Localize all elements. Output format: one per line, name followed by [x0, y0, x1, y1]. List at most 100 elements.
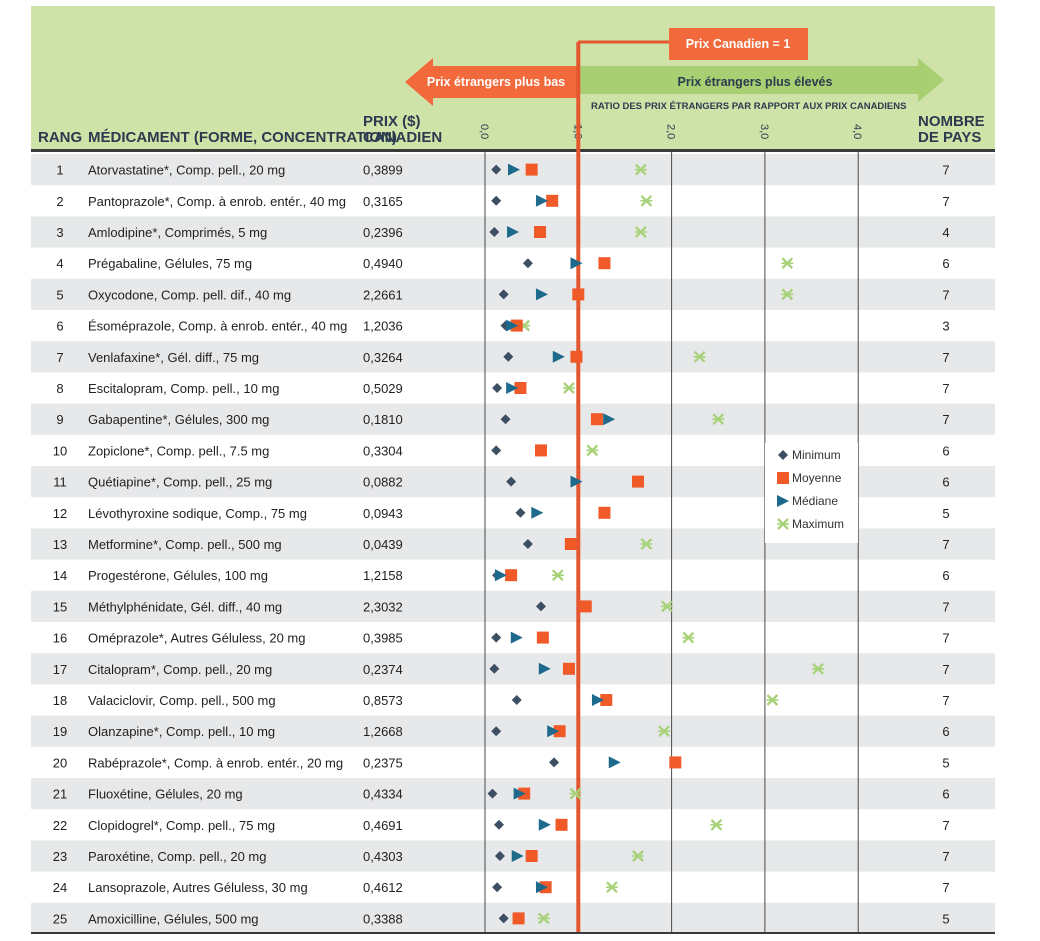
cell-rang: 17	[53, 662, 67, 677]
mark-moyenne	[564, 538, 577, 550]
cell-pays: 6	[942, 787, 949, 802]
mark-minimum	[492, 383, 503, 393]
mark-mediane	[608, 756, 621, 769]
cell-rang: 15	[53, 599, 67, 614]
cell-rang: 2	[56, 194, 63, 209]
cell-medicament: Amoxicilline, Gélules, 500 mg	[88, 911, 259, 926]
cell-medicament: Escitalopram, Comp. pell., 10 mg	[88, 381, 279, 396]
mark-moyenne	[525, 850, 538, 862]
mark-maximum	[634, 226, 647, 238]
cell-rang: 11	[53, 475, 67, 490]
mark-mediane	[507, 226, 520, 238]
legend-minimum-label: Minimum	[792, 448, 841, 462]
row-shading	[31, 278, 995, 310]
mark-mediane	[538, 818, 551, 831]
cell-medicament: Amlodipine*, Comprimés, 5 mg	[88, 225, 267, 240]
cell-rang: 4	[56, 256, 63, 271]
row-shading	[31, 653, 995, 685]
cell-medicament: Olanzapine*, Comp. pell., 10 mg	[88, 724, 275, 739]
row-shading	[31, 778, 995, 810]
legend-moyenne-label: Moyenne	[792, 471, 842, 485]
cell-medicament: Progestérone, Gélules, 100 mg	[88, 568, 268, 583]
cell-medicament: Prégabaline, Gélules, 75 mg	[88, 256, 252, 271]
mark-moyenne	[562, 662, 575, 675]
cell-rang: 12	[53, 506, 67, 521]
cell-prix: 0,2375	[363, 755, 403, 770]
mark-moyenne	[669, 756, 682, 769]
cell-medicament: Gabapentine*, Gélules, 300 mg	[88, 412, 269, 427]
cell-rang: 9	[56, 412, 63, 427]
mark-mediane	[513, 787, 526, 800]
mark-mediane	[511, 850, 524, 862]
canadian-price-box	[669, 28, 808, 60]
cell-prix: 0,1810	[363, 412, 403, 427]
arrow-right-label: Prix étrangers plus élevés	[678, 75, 833, 89]
cell-pays: 7	[942, 880, 949, 895]
mark-moyenne	[514, 382, 527, 394]
cell-pays: 6	[942, 568, 949, 583]
mark-minimum	[491, 632, 502, 643]
mark-mediane	[535, 881, 548, 894]
cell-rang: 20	[53, 755, 67, 770]
mark-minimum	[489, 227, 500, 237]
row-shading	[31, 715, 995, 747]
cell-pays: 5	[942, 506, 949, 521]
mark-maximum	[781, 288, 794, 301]
mark-maximum	[712, 413, 725, 426]
mark-moyenne	[512, 912, 525, 925]
mark-minimum	[503, 351, 514, 362]
mark-mediane	[552, 350, 565, 363]
mark-minimum	[493, 819, 504, 830]
cell-rang: 25	[53, 911, 67, 926]
cell-medicament: Quétiapine*, Comp. pell., 25 mg	[88, 475, 272, 490]
cell-rang: 14	[53, 568, 67, 583]
mark-mediane	[535, 288, 548, 301]
cell-rang: 5	[56, 287, 63, 302]
row-shading	[31, 590, 995, 622]
canadian-price-box-label: Prix Canadien = 1	[686, 37, 791, 51]
mark-moyenne	[555, 818, 568, 831]
mark-minimum	[549, 757, 560, 768]
cell-prix: 0,2396	[363, 225, 403, 240]
cell-prix: 0,4940	[363, 256, 403, 271]
mark-minimum	[522, 539, 533, 549]
mark-mediane	[570, 475, 583, 488]
mark-minimum	[487, 788, 498, 799]
cell-medicament: Méthylphénidate, Gél. diff., 40 mg	[88, 599, 282, 614]
cell-pays: 4	[942, 225, 949, 240]
cell-medicament: Rabéprazole*, Comp. à enrob. entér., 20 …	[88, 755, 343, 770]
cell-prix: 0,3165	[363, 194, 403, 209]
mark-maximum	[710, 818, 723, 831]
cell-medicament: Oxycodone, Comp. pell. dif., 40 mg	[88, 287, 291, 302]
cell-rang: 22	[53, 818, 67, 833]
mark-moyenne	[505, 569, 518, 582]
cell-medicament: Venlafaxine*, Gél. diff., 75 mg	[88, 350, 259, 365]
cell-pays: 7	[942, 163, 949, 178]
mark-mediane	[531, 506, 544, 519]
row-shading	[31, 403, 995, 435]
cell-prix: 2,2661	[363, 287, 403, 302]
mark-mediane	[603, 413, 616, 426]
col-header-nombre-line2: DE PAYS	[918, 129, 981, 146]
cell-prix: 0,0943	[363, 506, 403, 521]
mark-minimum	[498, 913, 509, 924]
mark-minimum	[489, 663, 500, 674]
cell-pays: 7	[942, 849, 949, 864]
cell-pays: 7	[942, 381, 949, 396]
cell-pays: 7	[942, 631, 949, 646]
reference-line-canadian-price	[576, 42, 581, 934]
x-tick-label: 3,0	[758, 124, 770, 139]
mark-maximum	[766, 694, 779, 706]
x-tick-label: 2,0	[665, 124, 677, 139]
cell-medicament: Paroxétine, Comp. pell., 20 mg	[88, 849, 266, 864]
cell-prix: 2,3032	[363, 599, 403, 614]
mark-mediane	[510, 631, 523, 644]
mark-moyenne	[598, 506, 611, 519]
cell-prix: 0,0439	[363, 537, 403, 552]
mark-minimum	[492, 882, 503, 893]
cell-rang: 18	[53, 693, 67, 708]
mark-minimum	[491, 164, 502, 175]
mark-mediane	[547, 725, 560, 738]
col-header-nombre-line1: NOMBRE	[918, 113, 985, 130]
cell-prix: 0,4303	[363, 849, 403, 864]
